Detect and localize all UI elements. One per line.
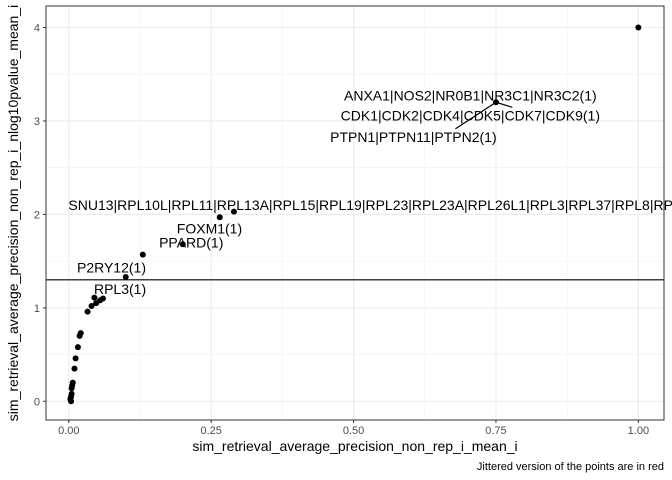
- point-label: RPL3(1): [94, 281, 146, 297]
- y-tick-label: 4: [34, 22, 40, 34]
- data-point: [635, 24, 642, 31]
- y-tick-label: 0: [34, 396, 40, 408]
- point-label: P2RY12(1): [77, 260, 146, 276]
- point-label: SNU13|RPL10L|RPL11|RPL13A|RPL15|RPL19|RP…: [68, 197, 672, 213]
- data-point: [76, 332, 83, 339]
- label-segment: [455, 101, 497, 130]
- x-tick-label: 0.50: [343, 425, 364, 437]
- data-point: [68, 385, 75, 392]
- point-label-layer: ANXA1|NOS2|NR0B1|NR3C1|NR3C2(1) CDK1|CDK2…: [68, 88, 672, 297]
- data-point: [216, 214, 223, 221]
- chart-caption: Jittered version of the points are in re…: [477, 461, 664, 473]
- tick-layer: 0.00 0.25 0.50 0.75 1.00 0 1 2 3 4: [34, 22, 649, 437]
- y-axis-title: sim_retrieval_average_precision_non_rep_…: [5, 5, 21, 421]
- y-tick-label: 2: [34, 209, 40, 221]
- x-axis-title: sim_retrieval_average_precision_non_rep_…: [192, 438, 517, 454]
- x-tick-label: 1.00: [628, 425, 649, 437]
- y-tick-label: 3: [34, 116, 40, 128]
- point-label: CDK1|CDK2|CDK4|CDK5|CDK7|CDK9(1): [341, 107, 600, 123]
- point-label: PPARD(1): [159, 234, 223, 250]
- point-label: PTPN1|PTPN11|PTPN2(1): [330, 129, 497, 145]
- point-label: ANXA1|NOS2|NR0B1|NR3C1|NR3C2(1): [344, 88, 597, 104]
- x-tick-label: 0.75: [485, 425, 506, 437]
- data-point: [67, 395, 74, 402]
- data-point: [179, 241, 186, 248]
- data-point: [91, 294, 98, 301]
- grid-layer: [46, 6, 664, 420]
- data-point: [122, 274, 129, 281]
- data-point: [88, 302, 95, 309]
- panel-background: [46, 6, 664, 420]
- data-point: [84, 308, 91, 315]
- data-point: [74, 344, 81, 351]
- panel-border: [45, 5, 665, 421]
- x-tick-label: 0.25: [200, 425, 221, 437]
- x-tick-label: 0.00: [58, 425, 79, 437]
- y-tick-label: 1: [34, 303, 40, 315]
- data-point: [230, 208, 237, 215]
- data-point: [71, 365, 78, 372]
- point-layer: [67, 24, 642, 405]
- point-label: FOXM1(1): [177, 220, 242, 236]
- data-point: [492, 99, 499, 106]
- data-point: [93, 300, 100, 307]
- data-point: [72, 355, 79, 362]
- data-point: [139, 251, 146, 258]
